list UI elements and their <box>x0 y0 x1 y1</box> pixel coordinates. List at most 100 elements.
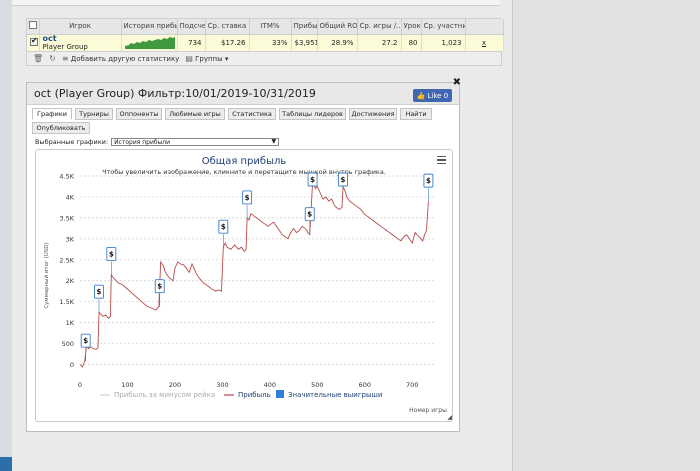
header-actions <box>465 19 504 35</box>
big-win-symbol: $ <box>83 337 88 345</box>
itm-cell: 33% <box>249 34 292 51</box>
thumbs-up-icon: 👍 <box>416 91 426 100</box>
graph-select[interactable]: История прибыли ▼ <box>111 138 280 146</box>
tab-opponents[interactable]: Оппоненты <box>116 108 162 120</box>
chart-menu-icon[interactable] <box>437 156 446 166</box>
header-count[interactable]: Подсче <box>177 19 206 35</box>
y-tick-label: 2K <box>66 277 75 285</box>
big-win-symbol: $ <box>245 194 250 202</box>
legend-swatch-big-wins <box>276 390 284 398</box>
tab-favorite-games[interactable]: Любимые игры <box>165 108 225 120</box>
table-row[interactable]: oct Player Group 734 $17.26 33% $3,951 2… <box>27 34 504 51</box>
row-select-cell <box>27 34 40 51</box>
big-win-symbol: $ <box>157 283 162 291</box>
add-stats-icon: ≡ <box>61 54 69 63</box>
y-tick-label: 500 <box>62 340 74 348</box>
selected-graphs-label: Выбранные графики: <box>35 138 109 146</box>
header-avg-entrants[interactable]: Ср. участни <box>421 19 466 35</box>
player-cell: oct Player Group <box>39 34 122 51</box>
facebook-like-button[interactable]: 👍 Like 0 <box>413 89 452 102</box>
header-level[interactable]: Урок <box>401 19 422 35</box>
legend-label-profit: Прибыль <box>238 391 271 399</box>
x-tick-label: 700 <box>406 381 418 389</box>
roi-cell: 28.9% <box>317 34 358 51</box>
header-itm[interactable]: ITM% <box>249 19 292 35</box>
y-tick-label: 1.5K <box>59 298 74 306</box>
tab-tournaments[interactable]: Турниры <box>75 108 113 120</box>
big-win-marker <box>307 172 318 187</box>
left-strip-accent <box>0 457 12 471</box>
profit-chart-frame[interactable]: Общая прибыль Чтобы увеличить изображение… <box>35 149 453 422</box>
left-sidebar-strip <box>0 0 12 471</box>
tab-statistics[interactable]: Статистика <box>228 108 276 120</box>
tab-graphs[interactable]: Графики <box>32 108 72 120</box>
right-side-panel <box>512 0 700 471</box>
y-tick-label: 2.5K <box>59 256 74 264</box>
big-win-symbol: $ <box>221 223 226 231</box>
x-tick-label: 0 <box>78 381 82 389</box>
legend-label-net-profit: Прибыль за минусом рейка <box>114 391 215 399</box>
header-player[interactable]: Игрок <box>39 19 122 35</box>
chart-title: Общая прибыль <box>202 156 287 167</box>
player-name-link[interactable]: oct <box>42 34 57 43</box>
big-win-marker <box>218 219 229 234</box>
big-win-symbol: $ <box>310 176 315 184</box>
dialog-title: oct (Player Group) Фильтр:10/01/2019-10/… <box>34 87 316 100</box>
top-panel-edge <box>12 0 500 6</box>
dialog-tabs: Графики Турниры Оппоненты Любимые игры С… <box>27 105 459 135</box>
avg-stake-cell: $17.26 <box>205 34 250 51</box>
avg-entrants-cell: 1,023 <box>421 34 466 51</box>
big-win-marker <box>80 333 91 348</box>
big-win-marker <box>154 279 165 294</box>
stats-header-row: Игрок История прибы Подсче Ср. ставка IT… <box>27 19 504 35</box>
add-stats-button[interactable]: ≡ Добавить другую статистику <box>61 54 180 63</box>
trash-icon[interactable]: 🗑 <box>33 54 44 63</box>
header-avg-games[interactable]: Ср. игры /... <box>357 19 402 35</box>
tab-find[interactable]: Найти <box>400 108 432 120</box>
big-win-symbol: $ <box>341 176 346 184</box>
profit-sparkline-cell <box>121 34 178 51</box>
series-line-profit <box>79 182 429 368</box>
stats-toolbar: 🗑 ↻ ≡ Добавить другую статистику ▤ Групп… <box>27 51 501 65</box>
tab-publish[interactable]: Опубликовать <box>32 122 90 134</box>
tab-achievements[interactable]: Достижения <box>349 108 397 120</box>
player-details-dialog: oct (Player Group) Фильтр:10/01/2019-10/… <box>26 77 461 432</box>
groups-icon: ▤ <box>185 54 193 63</box>
y-tick-label: 0 <box>70 361 74 369</box>
big-win-marker <box>94 284 104 299</box>
big-win-marker <box>423 173 434 188</box>
select-all-checkbox[interactable] <box>29 21 37 30</box>
header-roi[interactable]: Общий ROI <box>317 19 358 35</box>
big-win-marker <box>242 190 253 205</box>
refresh-icon[interactable]: ↻ <box>49 54 56 63</box>
level-cell: 80 <box>401 34 422 51</box>
dialog-titlebar[interactable]: oct (Player Group) Фильтр:10/01/2019-10/… <box>27 77 461 105</box>
big-win-symbol: $ <box>97 288 102 296</box>
remove-row-button[interactable]: x <box>465 34 504 51</box>
graph-selector-row: Выбранные графики: История прибыли ▼ <box>35 138 280 146</box>
header-profit-history[interactable]: История прибы <box>121 19 178 35</box>
resize-grip-icon[interactable]: ◢ <box>447 414 452 421</box>
tab-leaderboards[interactable]: Таблицы лидеров <box>279 108 346 120</box>
x-tick-label: 400 <box>264 381 276 389</box>
x-tick-label: 300 <box>216 381 228 389</box>
chevron-down-icon: ▾ <box>224 55 229 63</box>
y-tick-label: 1K <box>66 319 75 327</box>
profit-sparkline <box>124 37 175 50</box>
player-group: Player Group <box>42 42 88 51</box>
row-checkbox[interactable] <box>30 36 38 46</box>
big-win-symbol: $ <box>109 250 114 258</box>
x-tick-label: 600 <box>359 381 371 389</box>
close-icon[interactable]: ✖ <box>452 77 461 88</box>
header-profit[interactable]: Прибы <box>291 19 318 35</box>
header-avg-stake[interactable]: Ср. ставка <box>205 19 250 35</box>
groups-dropdown[interactable]: ▤ Группы ▾ <box>185 54 229 63</box>
big-win-marker <box>304 207 315 222</box>
big-win-symbol: $ <box>307 211 312 219</box>
big-win-marker <box>338 172 348 187</box>
x-tick-label: 200 <box>169 381 181 389</box>
profit-cell: $3,951 <box>291 34 318 51</box>
player-stats-table: Игрок История прибы Подсче Ср. ставка IT… <box>26 18 504 66</box>
big-win-symbol: $ <box>426 177 431 185</box>
